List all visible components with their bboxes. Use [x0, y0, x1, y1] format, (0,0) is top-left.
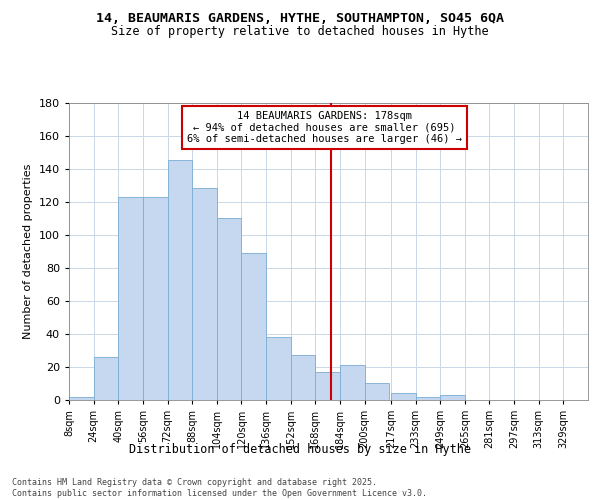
- Bar: [143, 196, 167, 400]
- Text: Contains HM Land Registry data © Crown copyright and database right 2025.
Contai: Contains HM Land Registry data © Crown c…: [12, 478, 427, 498]
- Bar: [291, 356, 316, 400]
- Bar: [241, 253, 266, 400]
- Bar: [266, 337, 291, 400]
- Y-axis label: Number of detached properties: Number of detached properties: [23, 164, 33, 339]
- Bar: [316, 372, 340, 400]
- Bar: [365, 384, 389, 400]
- Text: 14, BEAUMARIS GARDENS, HYTHE, SOUTHAMPTON, SO45 6QA: 14, BEAUMARIS GARDENS, HYTHE, SOUTHAMPTO…: [96, 12, 504, 26]
- Text: Distribution of detached houses by size in Hythe: Distribution of detached houses by size …: [129, 442, 471, 456]
- Bar: [416, 396, 440, 400]
- Bar: [118, 196, 143, 400]
- Text: 14 BEAUMARIS GARDENS: 178sqm
← 94% of detached houses are smaller (695)
6% of se: 14 BEAUMARIS GARDENS: 178sqm ← 94% of de…: [187, 111, 462, 144]
- Bar: [69, 396, 94, 400]
- Bar: [94, 357, 118, 400]
- Bar: [192, 188, 217, 400]
- Bar: [391, 394, 416, 400]
- Bar: [440, 395, 465, 400]
- Text: Size of property relative to detached houses in Hythe: Size of property relative to detached ho…: [111, 25, 489, 38]
- Bar: [167, 160, 192, 400]
- Bar: [217, 218, 241, 400]
- Bar: [340, 366, 365, 400]
